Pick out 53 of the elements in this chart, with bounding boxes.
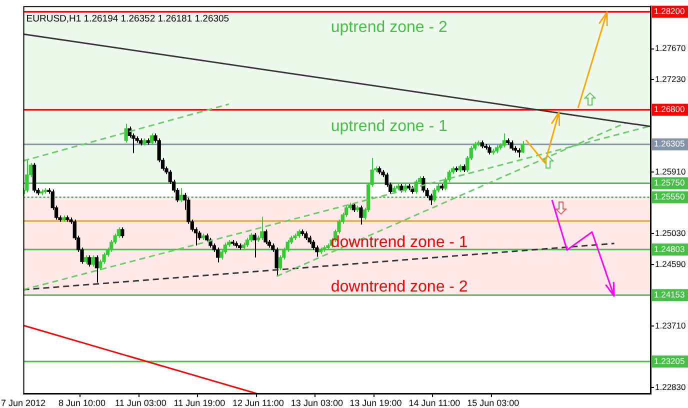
candlestick <box>264 228 268 245</box>
candlestick <box>120 226 124 238</box>
annotation: downtrend zone - 2 <box>330 278 468 296</box>
y-tick-label: 1.27670 <box>655 43 686 54</box>
candlestick <box>520 140 524 154</box>
x-tick-label: 13 Jun 19:00 <box>350 398 402 408</box>
candlestick <box>432 188 436 203</box>
candlestick <box>311 239 316 250</box>
x-tick-label: 11 Jun 03:00 <box>115 398 166 408</box>
x-tick-label: 14 Jun 11:00 <box>408 398 460 408</box>
y-tick-label: 1.27230 <box>655 74 686 84</box>
candlestick <box>252 232 256 258</box>
x-tick-label: 15 Jun 03:00 <box>467 398 520 408</box>
candlestick <box>94 254 99 284</box>
ref-line-label: 1.26305 <box>654 138 685 149</box>
ref-line-label: 1.25750 <box>654 178 685 188</box>
y-tick-label: 1.25910 <box>655 166 686 176</box>
ref-line-label: 1.26800 <box>654 104 685 114</box>
annotation: uptrend zone - 1 <box>330 118 448 135</box>
text: EURUSD,H1 1.26194 1.26352 1.26181 1.26305 <box>26 14 230 25</box>
candlestick <box>359 205 363 226</box>
x-tick-label: 8 Jun 10:00 <box>58 398 106 408</box>
candlestick <box>517 148 521 158</box>
candlestick <box>25 160 29 193</box>
candlestick <box>150 133 154 146</box>
candlestick <box>352 202 356 212</box>
candlestick <box>88 254 92 268</box>
y-tick-label: 1.22830 <box>655 382 686 392</box>
ref-line-label: 1.23205 <box>654 356 685 366</box>
x-tick-label: 12 Jun 11:00 <box>232 398 284 408</box>
candlestick <box>249 232 253 243</box>
x-tick-label: 11 Jun 19:00 <box>174 398 226 408</box>
candlestick <box>91 254 95 268</box>
y-tick-label: 1.25030 <box>655 228 686 238</box>
candlestick <box>414 179 418 194</box>
x-tick-label: 7 Jun 2012 <box>0 398 46 408</box>
ref-line-label: 1.24803 <box>654 244 685 254</box>
candlestick <box>510 140 514 151</box>
ref-line-label: 1.28200 <box>654 6 685 16</box>
x-tick-label: 13 Jun 03:00 <box>290 398 343 408</box>
y-tick-label: 1.23710 <box>655 320 686 330</box>
candlestick <box>245 237 250 248</box>
candlestick <box>260 216 264 240</box>
annotation: uptrend zone - 2 <box>330 19 448 36</box>
candlestick <box>502 133 506 148</box>
candlestick <box>488 144 492 156</box>
candlestick <box>179 188 183 203</box>
y-tick-label: 1.24590 <box>655 258 686 269</box>
candlestick <box>124 123 128 144</box>
ref-line-label: 1.24153 <box>654 289 685 300</box>
candlestick <box>274 247 278 277</box>
ref-line-label: 1.25550 <box>654 192 685 202</box>
candlestick <box>216 247 220 263</box>
